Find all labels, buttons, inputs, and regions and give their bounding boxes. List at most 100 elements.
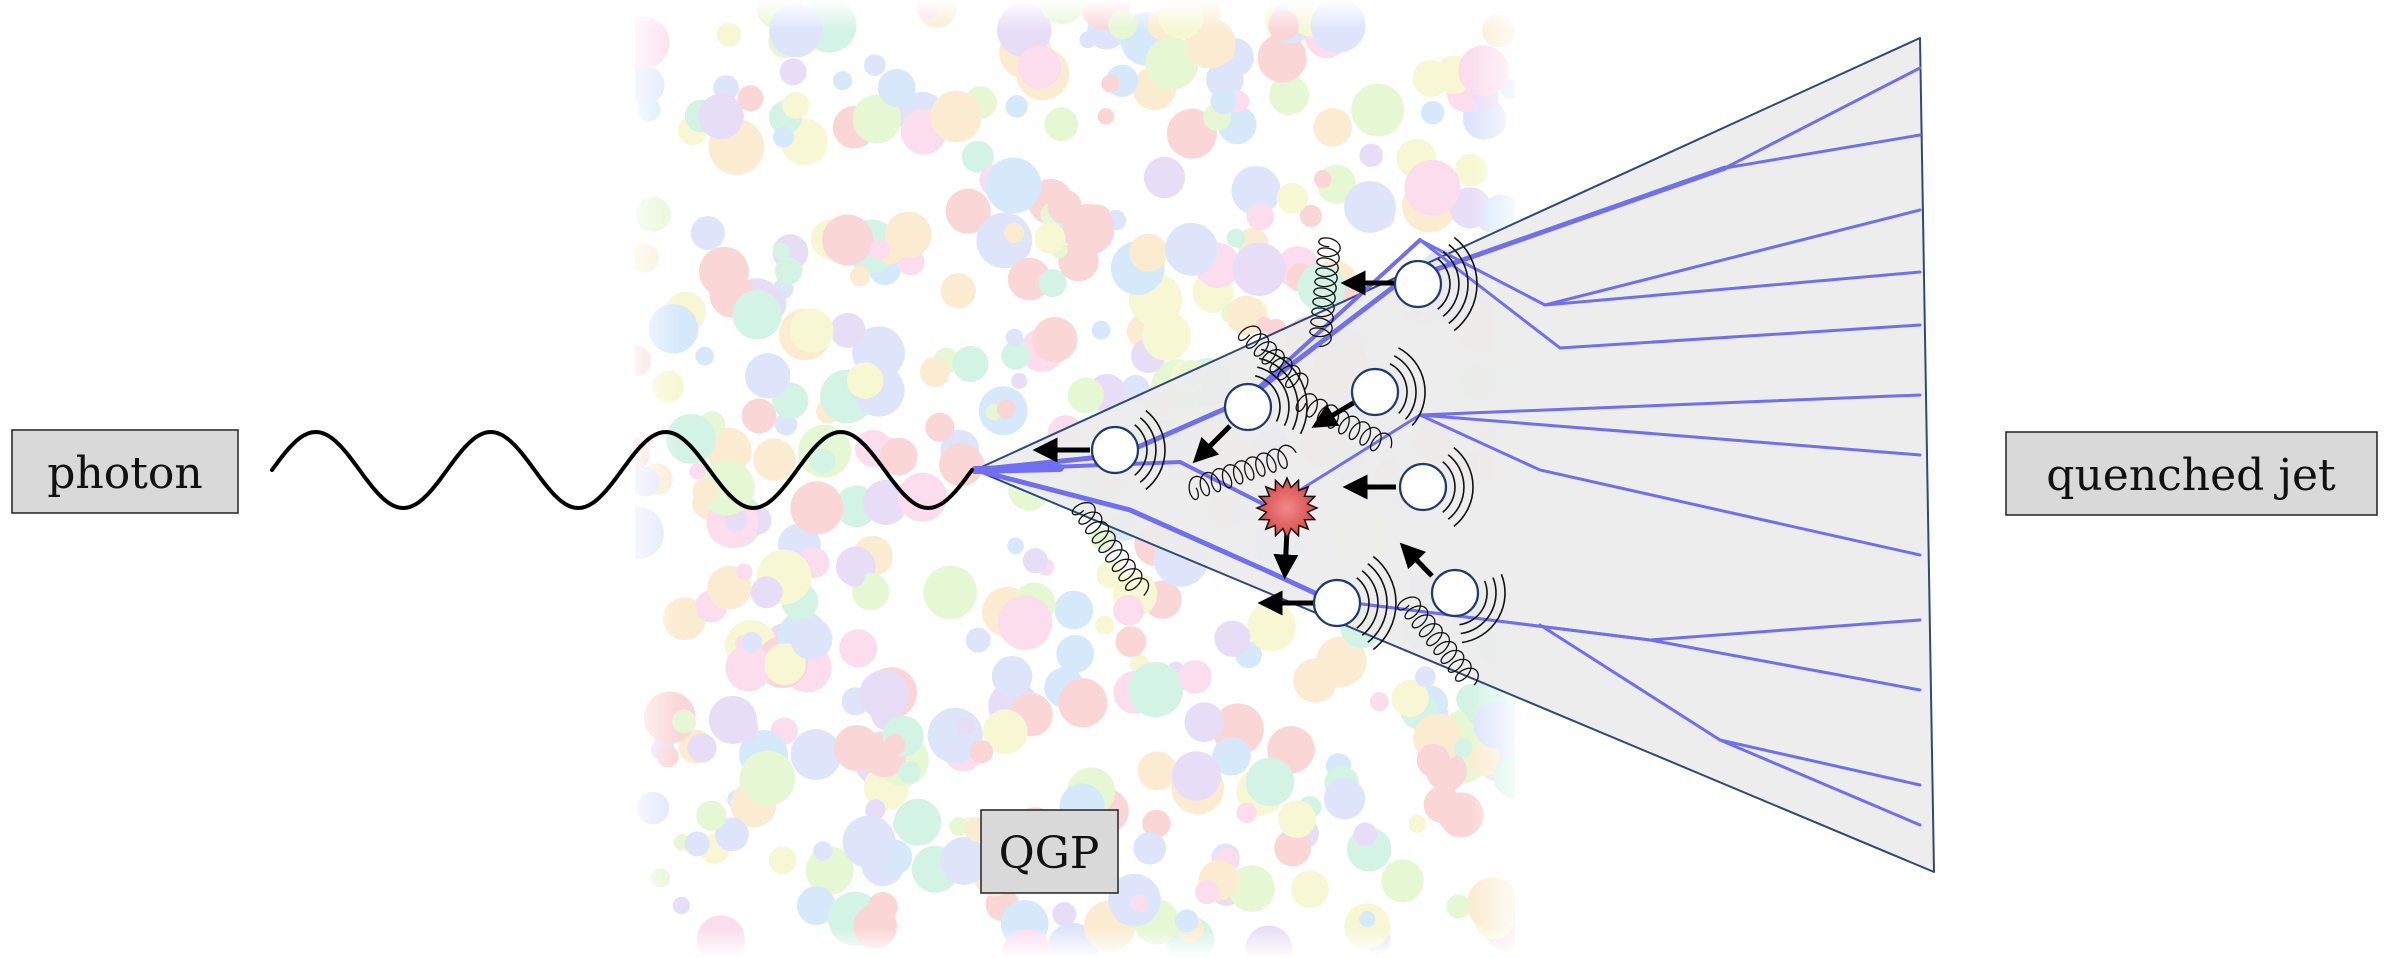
qgp-blob [1079,31,1097,49]
radiation-arc-icon [1145,409,1166,491]
radiation-arc-icon [1453,446,1474,528]
qgp-blob [789,308,834,353]
qgp-blob [1414,666,1436,688]
qgp-blob [859,669,909,720]
qgp-blob [1416,743,1451,778]
qgp-blob [1408,814,1427,833]
qgp-blob [956,716,975,735]
qgp-blob [1232,242,1286,296]
qgp-blob [846,362,884,399]
qgp-blob [991,656,1033,697]
qgp-label-text: QGP [999,828,1100,879]
qgp-blob [684,831,710,857]
qgp-blob [833,71,853,91]
qgp-blob [1353,822,1378,846]
qgp-blob [940,273,976,309]
qgp-blob [1316,636,1367,687]
parton-circle [1223,382,1273,432]
qgp-blob [1129,233,1168,272]
radiation-arc-icon [1255,375,1281,422]
qgp-blob [879,437,918,476]
radiation-arc-icon [1389,362,1408,414]
qgp-blob [725,644,772,692]
qgp-blob [1291,870,1329,909]
radiation-arc-icon [1259,357,1299,431]
radiation-arc-icon [1361,570,1379,636]
radiation-arc-icon [1257,366,1290,426]
qgp-blob [1206,60,1244,99]
radiation-arc-icon [1459,580,1488,626]
qgp-blob [985,157,1042,214]
qgp-blob [1007,257,1051,301]
qgp-blob [1011,372,1028,390]
qgp-blob [1453,738,1473,758]
gluon-spring-icon [1237,325,1309,391]
qgp-blob [1359,911,1376,928]
photon-wave-icon [270,429,974,511]
qgp-blob [1084,204,1112,232]
qgp-blob [1007,537,1024,555]
qgp-blob [1130,894,1148,912]
qgp-blob [844,566,865,587]
qgp-blob [753,438,796,481]
radiation-arc-icon [1139,417,1157,483]
qgp-blob [1094,615,1115,635]
parton-circle [1090,425,1140,475]
qgp-blob [764,643,806,686]
photon-label-text: photon [47,448,203,499]
qgp-blob [1369,692,1389,712]
qgp-blob [1128,661,1184,718]
qgp-blob [1175,909,1199,933]
qgp-blob [736,563,753,581]
radiation-arc-icon [1448,243,1469,325]
qgp-blob [1101,74,1120,93]
qgp-blob [897,472,947,522]
qgp-blob [1034,222,1066,254]
qgp-blob [1184,702,1225,742]
qgp-blob [745,353,791,399]
qgp-blob [949,817,968,836]
qgp-blob [842,815,896,869]
qgp-blob [1245,757,1295,807]
radiation-arc-icon [1393,355,1417,420]
qgp-blob [690,215,725,251]
qgp-blob [1423,785,1461,824]
radiation-arc-icon [1261,348,1308,435]
qgp-blob [1004,222,1025,243]
qgp-blob [1143,156,1186,199]
qgp-blob [1032,316,1078,363]
qgp-blob [1276,182,1308,214]
qgp-blob [1404,159,1461,216]
qgp-blob [1056,635,1095,673]
radiation-arc-icon [1398,347,1426,427]
qgp-blob [865,799,886,820]
radiation-arc-icon [1453,236,1478,332]
qgp-blob [1381,859,1424,903]
qgp-blob [1038,268,1067,298]
qgp-blob [1097,108,1115,125]
recoil-arrow-8 [1399,542,1434,578]
qgp-blob [1274,829,1311,867]
gluon-spring-icon [1397,596,1479,686]
qgp-blob [869,239,890,260]
qgp-blob [728,713,759,743]
qgp-blob [1137,751,1177,791]
qgp-blob [1269,75,1310,116]
qgp-blob [863,479,909,525]
qgp-blob [925,412,955,442]
radiation-arc-icon [1372,555,1397,651]
qgp-blob [877,69,916,107]
qgp-blob [952,345,989,383]
qgp-blob [695,346,714,366]
qgp-blob [1058,678,1108,728]
qgp-blob [715,817,749,852]
qgp-blob [1228,865,1275,912]
qgp-blob [1142,311,1192,361]
qgp-blob [1047,189,1082,225]
qgp-blob [923,565,977,620]
qgp-blob [997,595,1053,650]
qgp-blob [1001,340,1031,370]
qgp-blob [1359,143,1383,168]
radiation-arc-icon [1367,562,1388,644]
